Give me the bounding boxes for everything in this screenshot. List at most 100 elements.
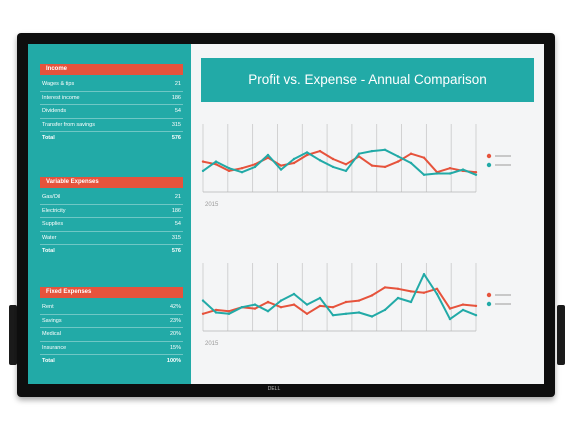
data-point: [214, 308, 218, 312]
table-row: Savings 23%: [40, 315, 183, 328]
data-point: [357, 299, 361, 302]
row-value: 186: [171, 207, 181, 214]
row-label: Total: [42, 358, 55, 364]
data-point: [422, 291, 426, 294]
data-point: [383, 286, 387, 289]
data-point: [370, 149, 374, 153]
data-point: [318, 159, 322, 162]
row-value: 15%: [169, 344, 181, 351]
data-point: [396, 155, 400, 158]
data-point: [214, 311, 218, 314]
data-point: [474, 314, 478, 317]
data-point: [396, 296, 400, 300]
row-value: 20%: [169, 331, 181, 337]
row-label: Gas/Oil: [42, 194, 61, 200]
data-point: [344, 169, 348, 173]
row-label: Rent: [42, 304, 54, 310]
data-point: [318, 304, 322, 308]
data-point: [461, 308, 465, 312]
data-point: [344, 312, 348, 315]
row-label: Electricity: [42, 207, 66, 214]
data-point: [227, 167, 231, 170]
data-point: [266, 310, 270, 313]
data-point: [370, 164, 374, 167]
table-row: Dividends 54: [40, 105, 183, 119]
data-point: [422, 173, 426, 176]
data-point: [474, 173, 478, 176]
table-row: Insurance 15%: [40, 342, 183, 355]
data-point: [279, 168, 283, 171]
data-point: [474, 171, 478, 174]
table-row: Medical 20%: [40, 328, 183, 342]
row-value: 54: [174, 108, 181, 114]
data-point: [383, 308, 387, 312]
data-point: [201, 312, 205, 315]
data-point: [266, 153, 270, 157]
data-point: [279, 299, 283, 302]
fixed-expenses-section: Fixed Expenses Rent 42% Savings 23% Medica…: [40, 287, 183, 368]
row-label: Transfer from savings: [42, 121, 95, 128]
data-point: [435, 292, 439, 296]
data-point: [409, 161, 413, 165]
legend-swatch-1: [486, 292, 492, 298]
data-point: [201, 160, 205, 163]
dashboard-screen: Income Wages & tips 21 Interest income 186…: [28, 44, 544, 384]
data-point: [370, 315, 374, 318]
total-row: Total 576: [40, 245, 183, 258]
row-value: 315: [171, 234, 181, 241]
data-point: [253, 163, 257, 166]
row-label: Wages & tips: [42, 81, 75, 87]
data-point: [214, 163, 218, 166]
data-point: [396, 287, 400, 290]
table-row: Transfer from savings 315: [40, 119, 183, 132]
data-point: [266, 300, 270, 304]
data-point: [318, 296, 322, 300]
series-line-1: [202, 286, 477, 315]
table-row: Wages & tips 21: [40, 78, 183, 92]
data-point: [357, 311, 361, 314]
data-point: [240, 306, 244, 309]
data-point: [448, 167, 452, 170]
income-section: Income Wages & tips 21 Interest income 186…: [40, 64, 183, 145]
row-value: 186: [171, 94, 181, 101]
row-label: Interest income: [42, 94, 80, 101]
table-row: Rent 42%: [40, 301, 183, 315]
row-value: 315: [171, 121, 181, 128]
table-row: Electricity 186: [40, 205, 183, 218]
row-label: Supplies: [42, 221, 64, 227]
data-point: [448, 307, 452, 310]
series-line-2: [202, 148, 477, 176]
data-point: [305, 312, 309, 315]
row-label: Dividends: [42, 108, 67, 114]
data-point: [279, 164, 283, 167]
data-point: [448, 172, 452, 175]
section-title: Fixed Expenses: [40, 287, 183, 298]
legend-swatch-2: [486, 162, 492, 168]
row-label: Medical: [42, 331, 61, 337]
data-point: [331, 314, 335, 317]
row-value: 21: [174, 81, 181, 87]
data-point: [474, 304, 478, 308]
variable-expenses-section: Variable Expenses Gas/Oil 21 Electricity 1…: [40, 177, 183, 258]
data-point: [292, 303, 296, 306]
data-point: [396, 160, 400, 163]
total-row: Total 576: [40, 132, 183, 145]
main-panel: Profit vs. Expense - Annual Comparison 2…: [191, 44, 544, 384]
data-point: [305, 303, 309, 306]
total-row: Total 100%: [40, 355, 183, 368]
row-label: Total: [42, 248, 55, 254]
data-point: [227, 310, 231, 313]
data-point: [331, 165, 335, 169]
table-row: Interest income 186: [40, 92, 183, 105]
table-row: Gas/Oil 21: [40, 191, 183, 205]
row-label: Insurance: [42, 344, 67, 351]
data-point: [292, 161, 296, 165]
data-point: [201, 299, 205, 302]
series-line-2: [202, 273, 477, 321]
row-label: Water: [42, 234, 57, 241]
data-point: [370, 294, 374, 297]
data-point: [305, 151, 309, 154]
data-point: [253, 303, 257, 306]
data-point: [422, 273, 426, 276]
x-axis-label: 2015: [205, 341, 219, 347]
